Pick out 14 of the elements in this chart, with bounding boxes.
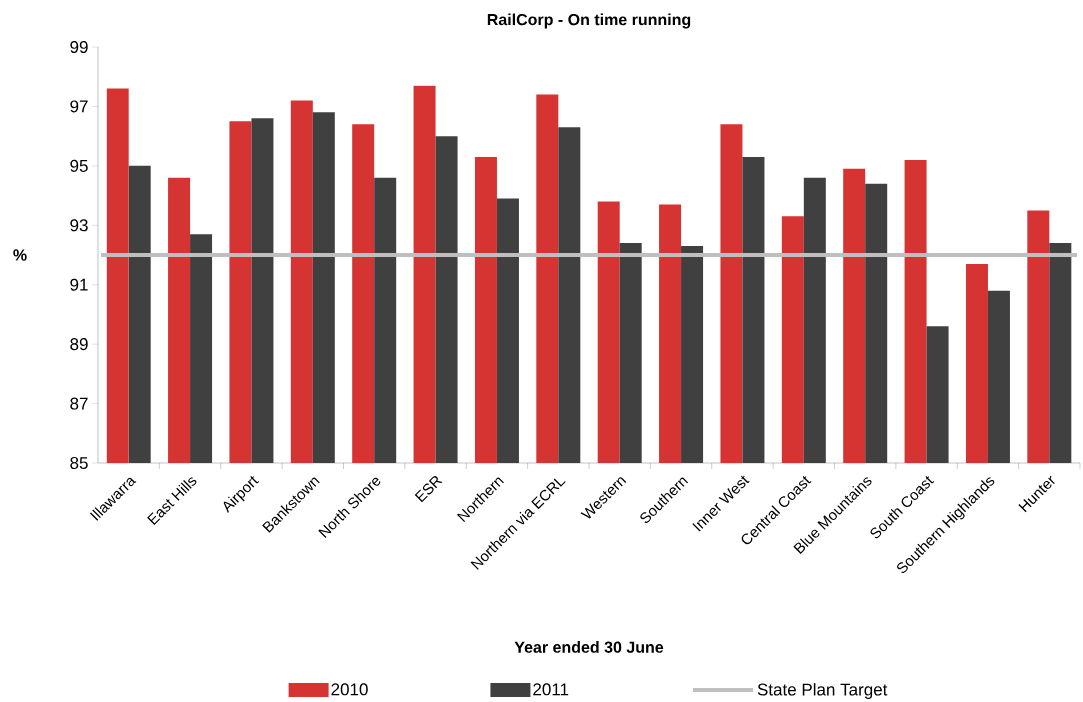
y-tick-label: 85 xyxy=(70,456,88,470)
y-tick-label: 99 xyxy=(70,40,88,54)
y-tick-label: 89 xyxy=(70,338,88,351)
chart-title: RailCorp - On time running xyxy=(487,13,691,29)
y-tick-label: 97 xyxy=(70,100,88,113)
legend-label: State Plan Target xyxy=(757,683,888,699)
y-tick-label: 91 xyxy=(70,278,88,291)
legend-label: 2011 xyxy=(533,683,569,696)
y-axis-title: % xyxy=(13,249,27,261)
y-tick-label: 93 xyxy=(70,219,88,232)
x-axis-title: Year ended 30 June xyxy=(514,641,664,653)
legend-label: 2010 xyxy=(331,683,368,696)
y-tick-label: 87 xyxy=(70,397,88,410)
y-tick-label: 95 xyxy=(70,159,88,172)
